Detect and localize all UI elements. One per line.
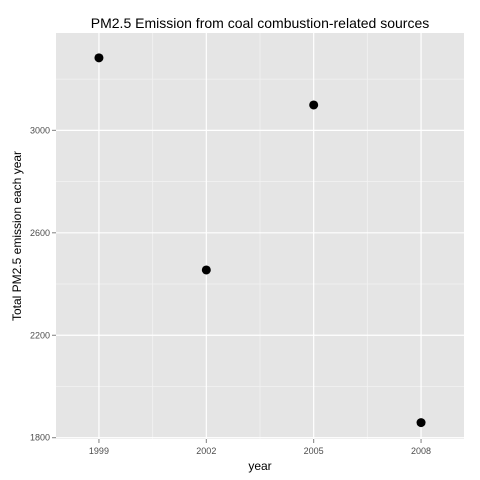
- minor-gridlines: [56, 33, 464, 439]
- x-axis-title: year: [248, 459, 271, 473]
- major-gridlines: [56, 33, 464, 439]
- x-tick-label: 2002: [196, 446, 216, 456]
- y-tick-label: 1800: [30, 433, 50, 443]
- axis-ticks: [52, 129, 422, 443]
- data-point: [309, 100, 319, 110]
- data-point: [201, 265, 211, 275]
- x-tick-label: 2005: [304, 446, 324, 456]
- data-point: [94, 53, 104, 63]
- data-point: [416, 418, 426, 428]
- x-tick-label: 1999: [89, 446, 109, 456]
- chart-title: PM2.5 Emission from coal combustion-rela…: [91, 15, 429, 31]
- y-axis-title: Total PM2.5 emission each year: [10, 151, 24, 321]
- y-tick-label: 3000: [30, 125, 50, 135]
- y-tick-label: 2200: [30, 330, 50, 340]
- y-tick-label: 2600: [30, 228, 50, 238]
- tick-labels: 1800 2200 2600 3000 1999 2002 2005 2008: [30, 125, 431, 456]
- x-tick-label: 2008: [411, 446, 431, 456]
- data-points: [94, 53, 426, 428]
